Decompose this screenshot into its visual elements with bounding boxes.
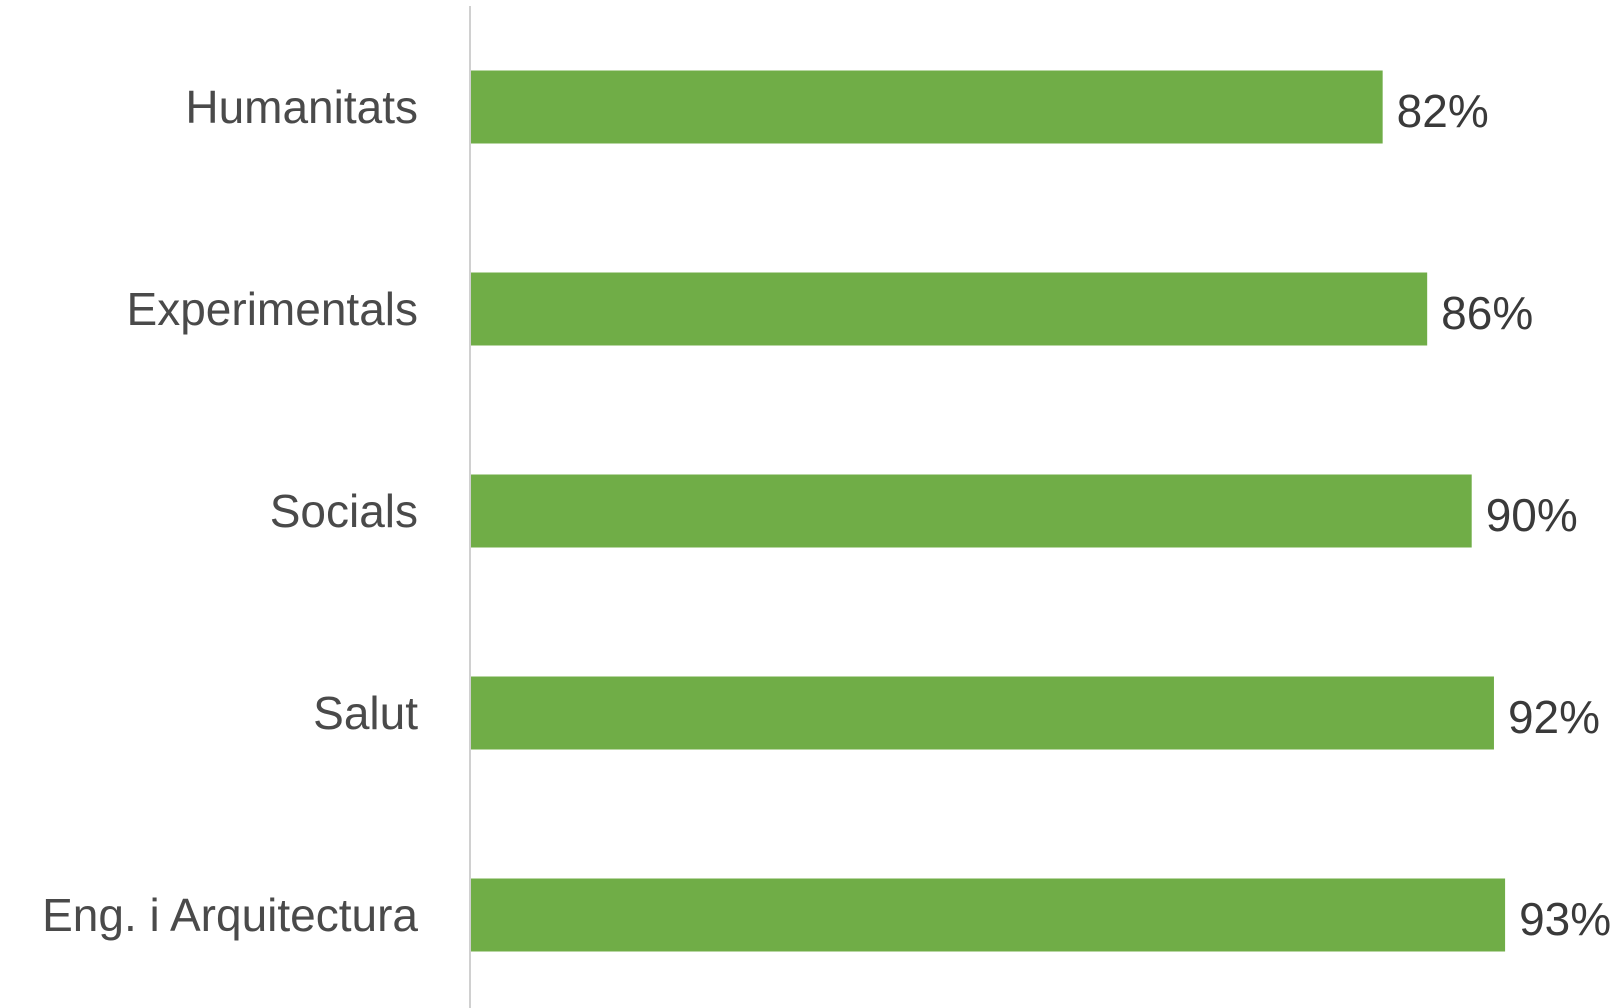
bar-1 [470,70,1383,144]
bars-group [470,70,1506,952]
bar-5 [470,878,1506,952]
bar-2 [470,272,1428,346]
value-label: 90% [1486,489,1578,541]
value-label: 86% [1441,287,1533,339]
category-labels-group: Humanitats Experimentals Socials Salut Eng. … [42,81,418,941]
value-label: 92% [1508,691,1600,743]
category-label: Eng. i Arquitectura [42,889,418,941]
bar-4 [470,676,1494,750]
category-label: Experimentals [127,283,418,335]
value-label: 82% [1397,85,1489,137]
value-labels-group: 82% 86% 90% 92% 93% [1397,85,1612,945]
value-label: 93% [1519,893,1611,945]
category-label: Humanitats [185,81,418,133]
bar-3 [470,474,1472,548]
category-label: Salut [313,687,418,739]
category-label: Socials [270,485,418,537]
